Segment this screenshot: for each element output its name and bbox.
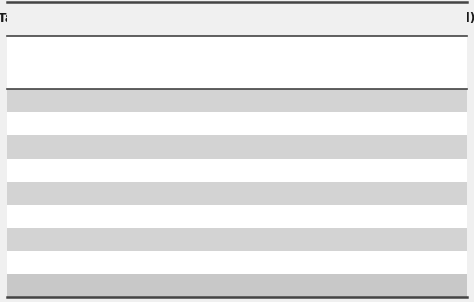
Text: $3,748: $3,748 — [290, 211, 330, 221]
Text: Alaska: Alaska — [348, 55, 385, 65]
Text: $1,354: $1,354 — [290, 96, 330, 106]
Text: +$479: +$479 — [292, 281, 330, 291]
Text: Hawaii: Hawaii — [414, 55, 453, 65]
Text: 7: 7 — [161, 235, 168, 245]
Text: $4,705: $4,705 — [290, 258, 330, 268]
Text: +$600: +$600 — [358, 281, 396, 291]
Text: $2,790: $2,790 — [290, 165, 330, 175]
Text: $4,227: $4,227 — [290, 235, 330, 245]
Text: $2,311: $2,311 — [290, 142, 330, 152]
Text: $2,109: $2,109 — [423, 119, 463, 129]
Text: 48 States,: 48 States, — [223, 43, 281, 53]
Text: $4,310: $4,310 — [423, 211, 463, 221]
Text: $5,884: $5,884 — [356, 258, 396, 268]
Text: 3: 3 — [161, 142, 168, 152]
Text: $2,659: $2,659 — [423, 142, 463, 152]
Text: $2,889: $2,889 — [356, 142, 396, 152]
Text: $1,832: $1,832 — [290, 119, 330, 129]
Text: Guam, Virgin Islands: Guam, Virgin Islands — [193, 66, 310, 76]
Text: 4: 4 — [161, 165, 168, 175]
Text: District of Columbia,: District of Columbia, — [193, 55, 310, 65]
Text: $4,087: $4,087 — [356, 188, 396, 198]
Text: 1: 1 — [161, 96, 168, 106]
Text: $3,760: $3,760 — [423, 188, 463, 198]
Text: +$551: +$551 — [425, 281, 463, 291]
Text: $3,209: $3,209 — [423, 165, 463, 175]
Text: 2: 2 — [161, 119, 168, 129]
Text: $5,285: $5,285 — [356, 235, 396, 245]
Text: $3,269: $3,269 — [290, 188, 330, 198]
Text: $3,488: $3,488 — [356, 165, 396, 175]
Text: 5: 5 — [161, 188, 168, 198]
Text: $1,558: $1,558 — [423, 96, 463, 106]
Text: Table 1: Gross Monthly Income Limit (130% of Federal Poverty Level): Table 1: Gross Monthly Income Limit (130… — [0, 12, 474, 25]
Text: Household Size: Household Size — [80, 58, 168, 68]
Text: 6: 6 — [161, 211, 168, 221]
Text: $5,411: $5,411 — [423, 258, 463, 268]
Text: $1,690: $1,690 — [356, 96, 396, 106]
Text: 8: 8 — [161, 258, 168, 268]
Text: Each Additional Member: Each Additional Member — [7, 281, 164, 291]
Text: $4,686: $4,686 — [357, 211, 396, 221]
Text: $4,860: $4,860 — [423, 235, 463, 245]
Text: $2,290: $2,290 — [356, 119, 396, 129]
